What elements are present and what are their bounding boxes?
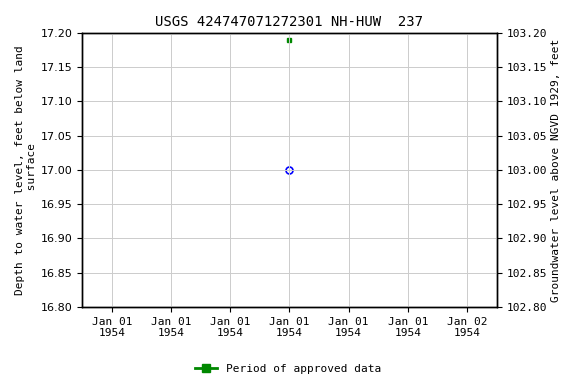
Y-axis label: Groundwater level above NGVD 1929, feet: Groundwater level above NGVD 1929, feet [551,38,561,301]
Y-axis label: Depth to water level, feet below land
 surface: Depth to water level, feet below land su… [15,45,37,295]
Title: USGS 424747071272301 NH-HUW  237: USGS 424747071272301 NH-HUW 237 [156,15,423,29]
Legend: Period of approved data: Period of approved data [191,359,385,379]
